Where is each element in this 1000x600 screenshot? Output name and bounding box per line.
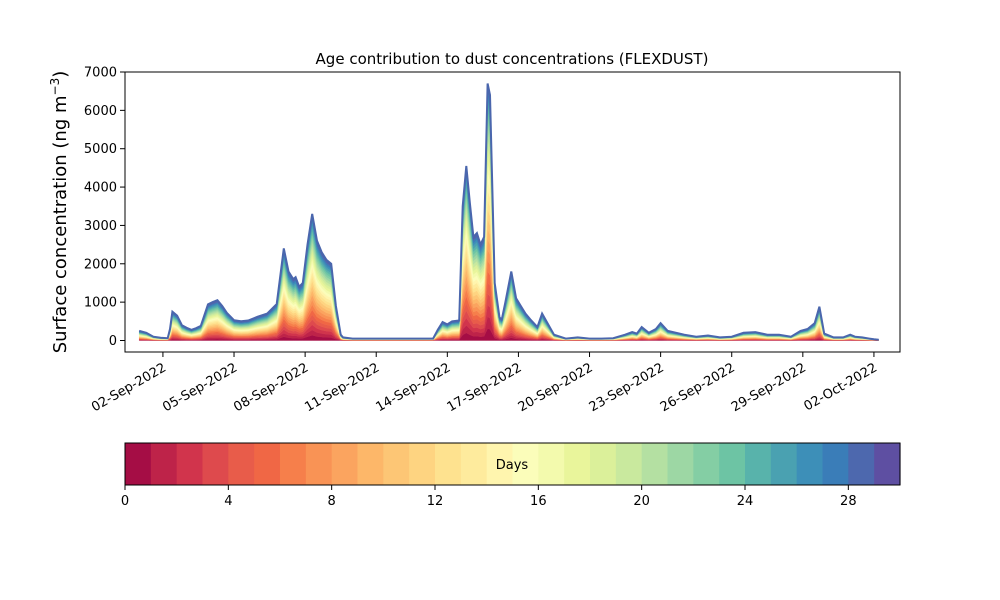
x-axis: 02-Sep-202205-Sep-202208-Sep-202211-Sep-…: [89, 352, 880, 415]
colorbar-cell: [254, 443, 281, 485]
colorbar-label: Days: [496, 458, 529, 473]
colorbar-tick-label: 4: [224, 494, 232, 509]
y-tick-label: 4000: [84, 181, 117, 196]
y-tick-label: 3000: [84, 219, 117, 234]
y-tick-label: 7000: [84, 66, 117, 81]
x-tick-label: 14-Sep-2022: [373, 360, 453, 415]
y-tick-label: 2000: [84, 257, 117, 272]
colorbar-cell: [745, 443, 772, 485]
x-tick-label: 17-Sep-2022: [445, 360, 525, 415]
x-tick-label: 02-Oct-2022: [802, 360, 880, 414]
x-tick-label: 23-Sep-2022: [587, 360, 667, 415]
y-axis: 0 1000 2000 3000 4000 5000 6000 7000: [84, 66, 125, 349]
colorbar-cell: [202, 443, 229, 485]
colorbar-cells: [125, 443, 901, 485]
colorbar-cell: [848, 443, 875, 485]
x-tick-label: 26-Sep-2022: [658, 360, 738, 415]
colorbar-cell: [874, 443, 901, 485]
colorbar-ticks: 0 4 8 12 16 20 24 28: [121, 485, 857, 509]
x-tick-label: 11-Sep-2022: [302, 360, 382, 415]
colorbar-cell: [305, 443, 333, 485]
total-concentration-line: [138, 83, 879, 341]
colorbar-cell: [564, 443, 591, 485]
plot-area: [124, 71, 901, 353]
plot-frame: [124, 71, 901, 353]
colorbar-cell: [693, 443, 720, 485]
chart-title: Age contribution to dust concentrations …: [316, 50, 709, 68]
colorbar-cell: [641, 443, 669, 485]
colorbar-tick-label: 8: [328, 494, 336, 509]
stacked-age-layers: [139, 83, 879, 341]
colorbar-cell: [331, 443, 359, 485]
colorbar-tick-label: 16: [530, 494, 547, 509]
colorbar-cell: [822, 443, 849, 485]
colorbar-tick-label: 20: [633, 494, 650, 509]
x-tick-label: 08-Sep-2022: [231, 360, 311, 415]
y-tick-label: 6000: [84, 104, 117, 119]
x-tick-label: 29-Sep-2022: [729, 360, 809, 415]
x-tick-label: 05-Sep-2022: [160, 360, 240, 415]
y-axis-title: Surface concentration (ng m−3): [48, 71, 71, 354]
colorbar-tick-label: 12: [427, 494, 444, 509]
colorbar-cell: [486, 443, 514, 485]
colorbar-cell: [615, 443, 643, 485]
y-tick-label: 5000: [84, 142, 117, 157]
colorbar-cell: [796, 443, 824, 485]
colorbar-cell: [228, 443, 255, 485]
colorbar-cell: [280, 443, 307, 485]
colorbar-tick-label: 24: [737, 494, 754, 509]
colorbar-frame: [124, 442, 901, 486]
y-tick-label: 0: [109, 334, 117, 349]
colorbar-cell: [357, 443, 384, 485]
colorbar-tick-label: 28: [840, 494, 857, 509]
colorbar-cell: [176, 443, 204, 485]
x-tick-label: 20-Sep-2022: [516, 360, 596, 415]
colorbar-cell: [590, 443, 617, 485]
x-tick-label: 02-Sep-2022: [89, 360, 169, 415]
colorbar-cell: [383, 443, 410, 485]
colorbar-cell: [719, 443, 746, 485]
y-tick-label: 1000: [84, 296, 117, 311]
colorbar-cell: [435, 443, 462, 485]
colorbar-cell: [460, 443, 488, 485]
colorbar: Days 0 4 8 12 16 20 24 28: [121, 442, 901, 509]
colorbar-cell: [770, 443, 798, 485]
colorbar-cell: [409, 443, 436, 485]
colorbar-cell: [125, 443, 152, 485]
colorbar-cell: [512, 443, 539, 485]
colorbar-cell: [538, 443, 565, 485]
colorbar-tick-label: 0: [121, 494, 129, 509]
colorbar-cell: [667, 443, 694, 485]
colorbar-cell: [150, 443, 178, 485]
